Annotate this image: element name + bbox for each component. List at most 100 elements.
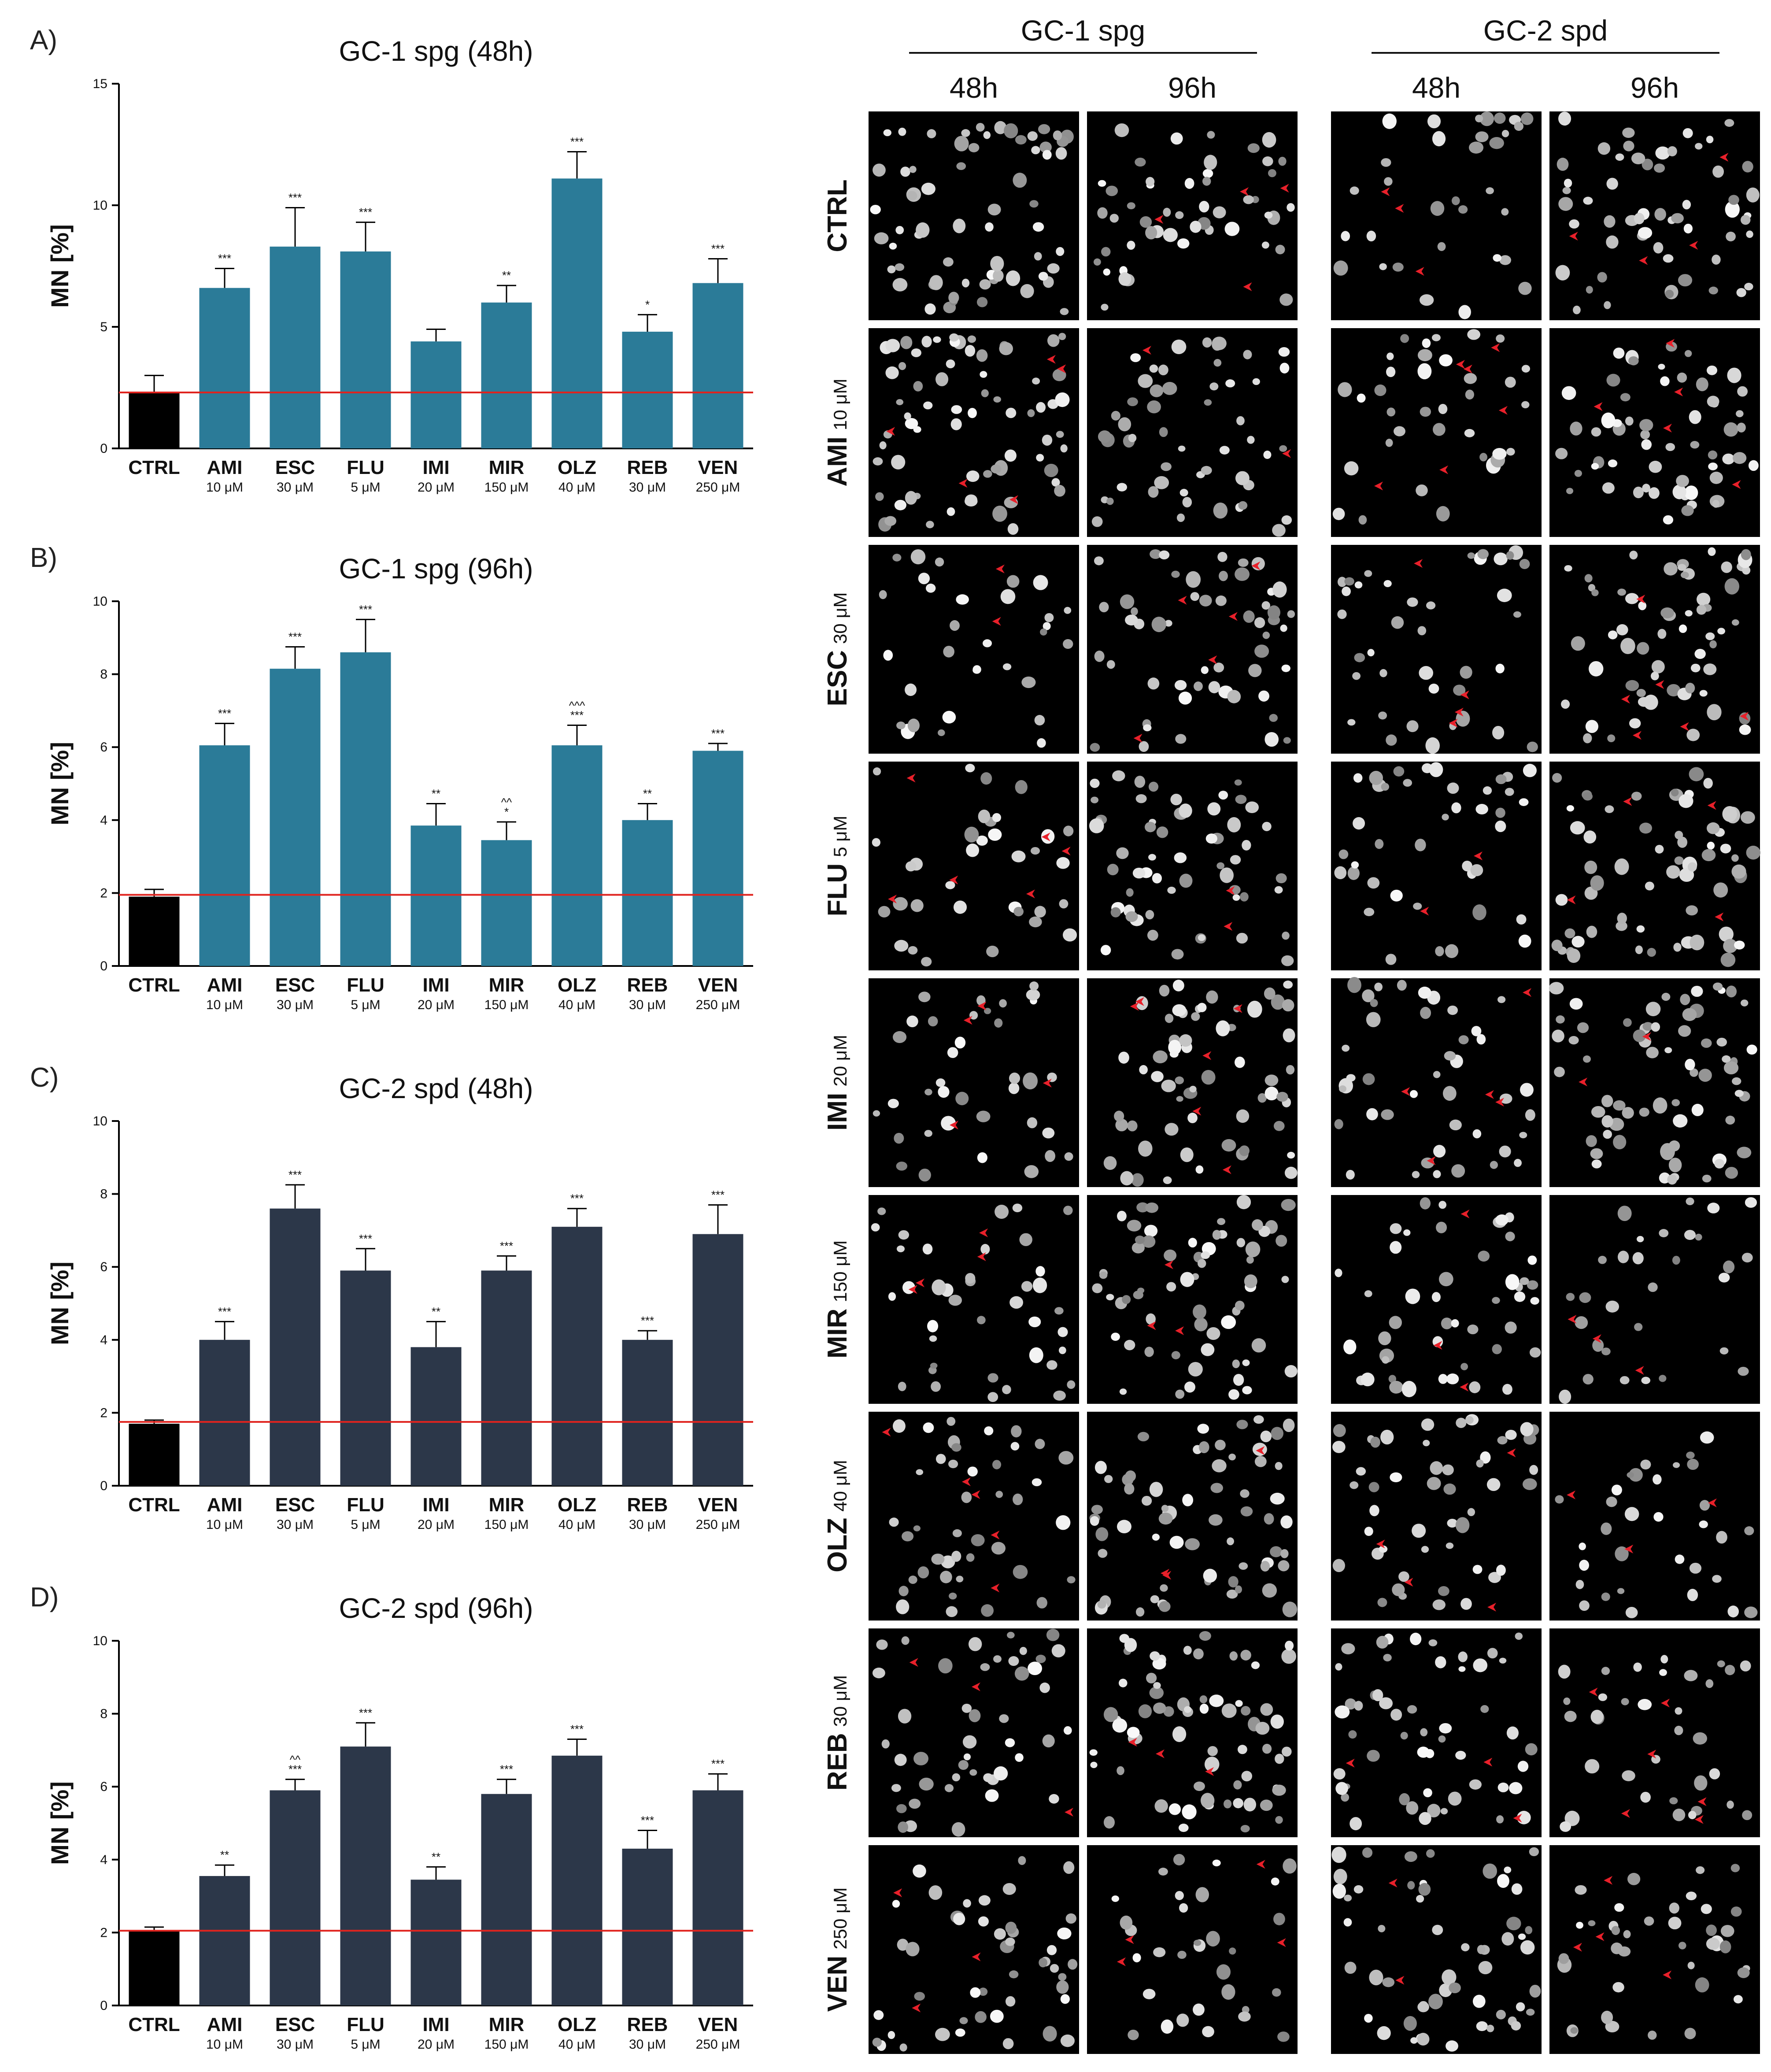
- nucleus: [1696, 592, 1711, 606]
- dose-label: 250 μM: [696, 2037, 740, 2052]
- nucleus: [1333, 1768, 1346, 1780]
- nucleus: [1145, 910, 1154, 920]
- micrograph-tile: [1549, 1628, 1760, 1837]
- nucleus: [1154, 1799, 1168, 1813]
- nucleus: [1367, 877, 1380, 889]
- nucleus: [1144, 1347, 1154, 1357]
- nucleus: [1161, 2019, 1174, 2034]
- nucleus: [942, 710, 956, 724]
- nucleus: [1128, 2029, 1139, 2040]
- row-drug: MIR: [822, 1309, 853, 1359]
- nucleus: [1029, 981, 1039, 991]
- nucleus: [1574, 470, 1582, 477]
- nucleus: [1675, 831, 1683, 840]
- nucleus: [1045, 1150, 1056, 1162]
- x-tick-label: ESC: [275, 974, 315, 996]
- nucleus: [1723, 1061, 1739, 1075]
- nucleus: [1034, 906, 1046, 918]
- nucleus: [1458, 1666, 1466, 1672]
- nucleus: [1035, 1266, 1045, 1277]
- nucleus: [1228, 1454, 1236, 1461]
- chart-title: GC-1 spg (48h): [339, 35, 533, 67]
- nucleus: [1617, 913, 1627, 924]
- nucleus: [1053, 130, 1062, 141]
- nucleus: [905, 491, 917, 505]
- nucleus: [1271, 1427, 1284, 1440]
- nucleus: [1653, 1474, 1662, 1485]
- nucleus: [1090, 1516, 1099, 1526]
- micrograph-tile: [869, 1195, 1079, 1404]
- nucleus: [895, 263, 905, 271]
- nucleus: [1042, 1127, 1055, 1139]
- nucleus: [905, 418, 918, 429]
- nucleus: [1353, 773, 1363, 783]
- nucleus: [1731, 864, 1746, 879]
- nucleus: [1055, 392, 1070, 407]
- micronucleus-arrowhead: [1460, 690, 1469, 699]
- nucleus: [1235, 1585, 1242, 1594]
- bar-flu: [340, 652, 391, 966]
- nucleus: [1370, 999, 1378, 1007]
- nucleus: [1664, 562, 1678, 576]
- nucleus: [1204, 155, 1217, 170]
- nucleus: [1390, 1472, 1402, 1483]
- micrograph-background: [1331, 111, 1542, 320]
- nucleus: [1654, 208, 1666, 221]
- nucleus: [1002, 2038, 1014, 2050]
- chart-title: GC-1 spg (96h): [339, 553, 533, 585]
- bar-ctrl: [129, 1424, 180, 1486]
- nucleus: [1506, 1726, 1519, 1740]
- micronucleus-arrowhead: [888, 895, 897, 904]
- nucleus: [1272, 1784, 1286, 1796]
- nucleus: [923, 401, 933, 410]
- nucleus: [1150, 1595, 1159, 1603]
- nucleus: [943, 257, 954, 267]
- nucleus: [961, 129, 970, 137]
- nucleus: [1027, 409, 1035, 417]
- nucleus: [965, 1273, 976, 1284]
- nucleus: [1274, 886, 1283, 894]
- nucleus: [1337, 609, 1347, 619]
- nucleus: [1709, 1768, 1720, 1780]
- nucleus: [1558, 1953, 1569, 1964]
- nucleus: [1260, 1430, 1272, 1443]
- nucleus: [1407, 1705, 1417, 1714]
- nucleus: [902, 1531, 914, 1542]
- nucleus: [1353, 1885, 1364, 1894]
- micronucleus-arrowhead: [1642, 1032, 1651, 1041]
- nucleus: [1262, 156, 1273, 166]
- nucleus: [1505, 1321, 1517, 1334]
- nucleus: [948, 292, 959, 304]
- significance-label: ***: [641, 1314, 654, 1327]
- significance-label: ***: [359, 206, 372, 219]
- significance-label: ***: [570, 135, 584, 148]
- nucleus: [1443, 1483, 1456, 1495]
- nucleus: [1486, 1478, 1501, 1491]
- nucleus: [1147, 929, 1158, 941]
- micronucleus-arrowhead: [1154, 215, 1164, 224]
- nucleus: [1236, 1109, 1250, 1123]
- micrograph-tile: [1331, 1628, 1542, 1837]
- nucleus: [1008, 1656, 1019, 1666]
- nucleus: [1213, 502, 1228, 519]
- nucleus: [1150, 1651, 1160, 1661]
- micronucleus-arrowhead: [1689, 240, 1698, 250]
- nucleus: [1058, 1347, 1066, 1354]
- dose-label: 10 μM: [206, 2037, 243, 2052]
- nucleus: [1202, 169, 1213, 178]
- bar-ami: [199, 288, 250, 448]
- nucleus: [1060, 1994, 1070, 2004]
- nucleus: [1430, 201, 1445, 216]
- bar-olz: [551, 745, 603, 966]
- nucleus: [1262, 132, 1276, 148]
- nucleus: [887, 265, 896, 274]
- nucleus: [946, 359, 955, 369]
- nucleus: [1555, 894, 1568, 906]
- nucleus: [1401, 1380, 1416, 1398]
- nucleus: [994, 121, 1007, 134]
- nucleus: [933, 336, 941, 343]
- nucleus: [1264, 211, 1273, 219]
- nucleus: [1344, 461, 1359, 476]
- nucleus: [1660, 1655, 1668, 1664]
- nucleus: [1331, 1846, 1346, 1863]
